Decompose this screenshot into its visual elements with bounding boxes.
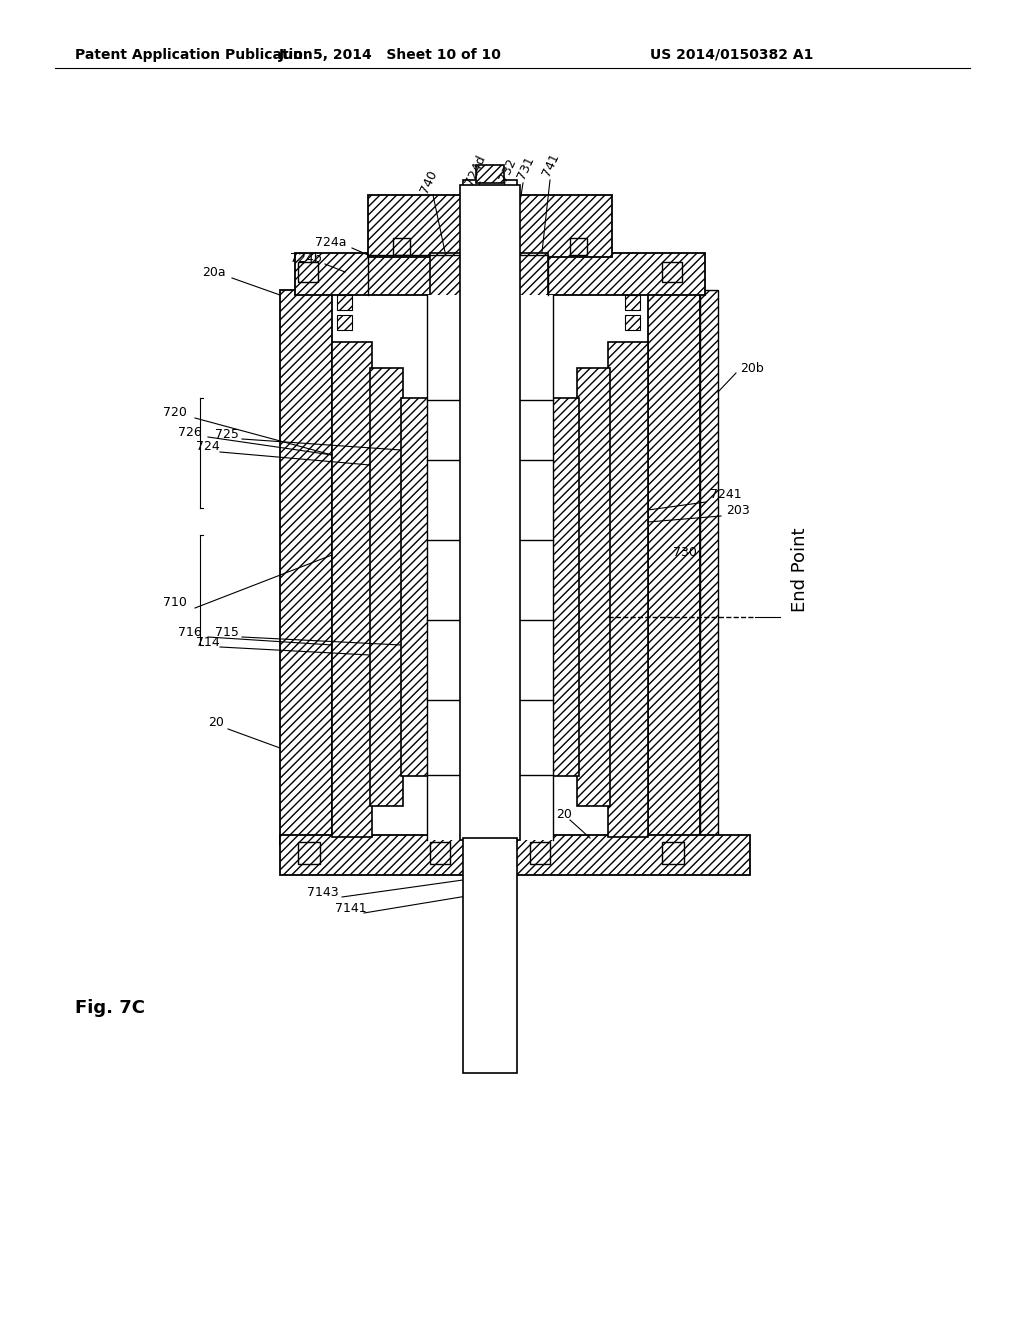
Bar bbox=[460, 185, 520, 840]
Text: 7143: 7143 bbox=[307, 886, 339, 899]
Bar bbox=[332, 342, 372, 837]
Text: 203: 203 bbox=[726, 503, 750, 516]
Text: 716: 716 bbox=[178, 626, 202, 639]
Text: 724d: 724d bbox=[463, 153, 488, 187]
Text: 710: 710 bbox=[163, 595, 186, 609]
Text: 741: 741 bbox=[540, 152, 562, 178]
Bar bbox=[298, 261, 318, 282]
Text: 720: 720 bbox=[163, 405, 186, 418]
Text: 715: 715 bbox=[215, 626, 239, 639]
Bar bbox=[662, 261, 682, 282]
Text: Fig. 7C: Fig. 7C bbox=[75, 999, 145, 1016]
Bar bbox=[370, 368, 403, 807]
Bar bbox=[430, 253, 548, 298]
Bar bbox=[463, 180, 517, 202]
Text: 731: 731 bbox=[515, 154, 537, 182]
Bar bbox=[570, 238, 587, 255]
Text: 724b: 724b bbox=[290, 252, 322, 264]
Bar bbox=[625, 294, 640, 310]
Bar bbox=[463, 838, 517, 1073]
Bar bbox=[700, 290, 718, 845]
Bar bbox=[393, 238, 410, 255]
Text: 7141: 7141 bbox=[335, 902, 367, 915]
Bar bbox=[476, 165, 504, 183]
Text: 740: 740 bbox=[418, 169, 440, 195]
Text: US 2014/0150382 A1: US 2014/0150382 A1 bbox=[650, 48, 813, 62]
Bar bbox=[530, 842, 550, 865]
Bar bbox=[298, 842, 319, 865]
Bar bbox=[280, 836, 750, 875]
Bar bbox=[608, 342, 648, 837]
Text: 20a: 20a bbox=[202, 265, 225, 279]
Text: 725: 725 bbox=[215, 428, 239, 441]
Bar bbox=[337, 294, 352, 310]
Bar bbox=[368, 195, 612, 257]
Text: 20b: 20b bbox=[740, 362, 764, 375]
Bar bbox=[337, 315, 352, 330]
Bar bbox=[401, 399, 429, 776]
Text: 7241: 7241 bbox=[710, 488, 741, 502]
Text: 20: 20 bbox=[556, 808, 571, 821]
Bar bbox=[551, 399, 579, 776]
Text: 732: 732 bbox=[497, 157, 519, 183]
Text: Jun. 5, 2014   Sheet 10 of 10: Jun. 5, 2014 Sheet 10 of 10 bbox=[279, 48, 502, 62]
Text: 724a: 724a bbox=[315, 236, 346, 249]
Bar bbox=[280, 290, 332, 845]
Bar bbox=[648, 290, 700, 845]
Text: 714: 714 bbox=[196, 635, 220, 648]
Text: Patent Application Publication: Patent Application Publication bbox=[75, 48, 312, 62]
Bar bbox=[662, 842, 684, 865]
Text: 730: 730 bbox=[673, 546, 697, 560]
Text: 726: 726 bbox=[178, 425, 202, 438]
Bar bbox=[625, 315, 640, 330]
Bar bbox=[577, 368, 610, 807]
Text: 20: 20 bbox=[208, 717, 224, 730]
Bar bbox=[460, 294, 520, 840]
Text: 724: 724 bbox=[196, 440, 220, 453]
Bar bbox=[295, 253, 705, 294]
Bar bbox=[430, 842, 450, 865]
Bar bbox=[427, 294, 553, 840]
Text: End Point: End Point bbox=[791, 528, 809, 612]
